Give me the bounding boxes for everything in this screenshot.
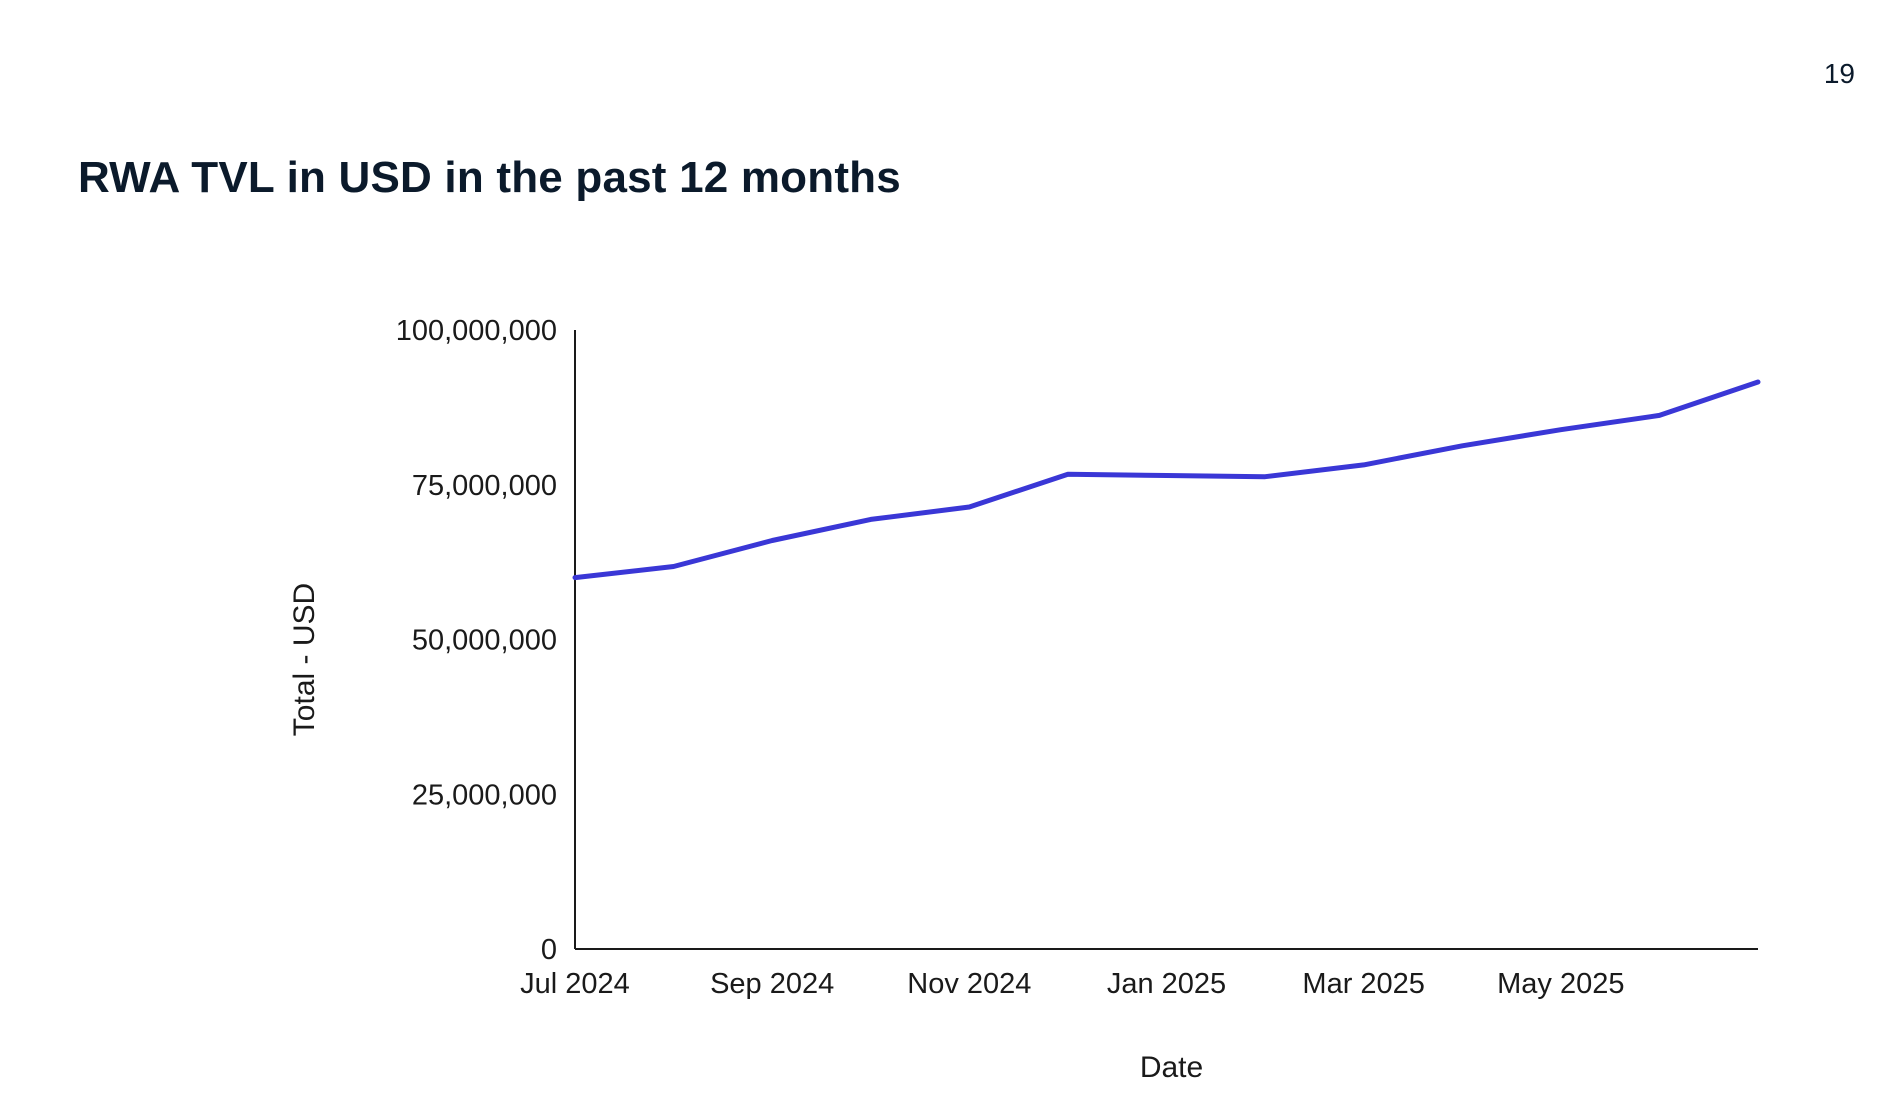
y-axis-tick-labels: 0 25,000,000 50,000,000 75,000,000 100,000,0… <box>396 315 557 966</box>
series-line <box>572 379 1761 581</box>
x-tick-label: Sep 2024 <box>710 968 834 1000</box>
x-axis-title: Date <box>1140 1051 1203 1084</box>
series-group <box>572 379 1761 581</box>
y-tick-label: 75,000,000 <box>412 470 557 502</box>
x-tick-label: Nov 2024 <box>907 968 1031 1000</box>
page-number: 19 <box>1823 58 1855 89</box>
y-tick-label: 25,000,000 <box>412 779 557 811</box>
slide-title: RWA TVL in USD in the past 12 months <box>78 153 901 202</box>
y-tick-label: 50,000,000 <box>412 625 557 657</box>
x-tick-label: Jan 2025 <box>1107 968 1226 1000</box>
x-axis-tick-labels: Jul 2024 Sep 2024 Nov 2024 Jan 2025 Mar 2025… <box>520 968 1624 1000</box>
y-axis-title: Total - USD <box>288 583 321 736</box>
x-tick-label: Mar 2025 <box>1302 968 1425 1000</box>
x-tick-label: May 2025 <box>1497 968 1624 1000</box>
y-tick-label: 100,000,000 <box>396 315 557 347</box>
x-tick-label: Jul 2024 <box>520 968 630 1000</box>
y-tick-label: 0 <box>541 934 557 966</box>
